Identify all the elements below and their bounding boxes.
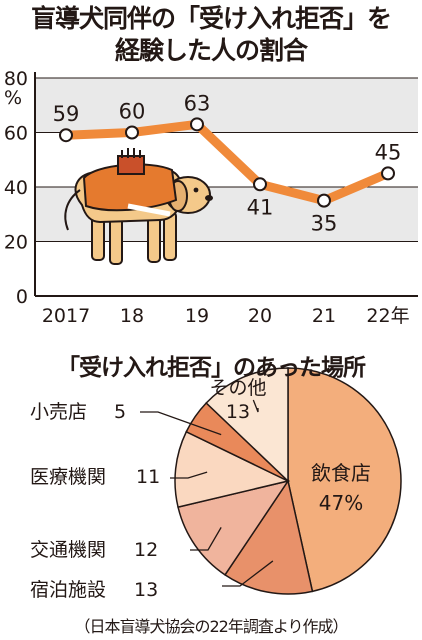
x-tick-label: 22年	[366, 305, 409, 327]
leader-line	[190, 527, 222, 551]
data-point	[125, 125, 139, 140]
pie-slice	[177, 479, 290, 576]
x-tick-label: 21	[312, 305, 336, 327]
chart-title-line1: 盲導犬同伴の「受け入れ拒否」を	[30, 4, 392, 33]
source-note: （日本盲導犬協会の22年調査より作成）	[74, 617, 348, 636]
pie-slice	[174, 430, 291, 509]
pie-slice	[287, 367, 402, 593]
y-axis-unit: %	[4, 87, 22, 109]
data-label: 63	[184, 91, 211, 115]
leader-line	[170, 471, 208, 479]
slice-value-label: 11	[136, 466, 160, 488]
data-point	[59, 128, 73, 143]
data-point	[190, 117, 204, 132]
y-tick-label: 60	[4, 123, 28, 145]
slice-category-label: 小売店	[30, 401, 87, 423]
slice-value-label: 47%	[319, 491, 363, 515]
grid-band	[35, 78, 418, 133]
x-tick-label: 2017	[42, 305, 90, 327]
data-point	[381, 166, 395, 181]
slice-label: 飲食店	[311, 461, 371, 485]
y-tick-label: 80	[4, 68, 28, 90]
x-tick-label: 18	[120, 305, 144, 327]
slice-value-label: 5	[114, 401, 126, 423]
pie-slice	[223, 479, 314, 595]
guide-dog-illustration	[64, 148, 213, 265]
slice-value-label: 13	[134, 579, 158, 601]
pie-chart-title: 「受け入れ拒否」のあった場所	[57, 355, 366, 381]
y-tick-label: 20	[4, 232, 28, 254]
series-line	[65, 119, 390, 206]
data-label: 45	[375, 140, 402, 164]
y-tick-label: 40	[4, 177, 28, 199]
leader-line	[140, 411, 222, 436]
slice-category-label: その他	[209, 377, 266, 399]
y-tick-label: 0	[16, 286, 28, 308]
data-point	[317, 193, 331, 208]
slice-value-label: 13	[226, 401, 250, 423]
data-label: 59	[53, 102, 80, 126]
data-label: 60	[119, 100, 146, 124]
dog-harness-coat	[82, 148, 178, 217]
pie-slice	[205, 367, 289, 483]
slice-category-label: 交通機関	[30, 539, 106, 561]
data-point	[253, 177, 267, 192]
data-label: 41	[247, 195, 274, 219]
slice-value-label: 12	[134, 539, 158, 561]
x-tick-label: 20	[248, 305, 272, 327]
leader-line	[222, 560, 274, 587]
data-label: 35	[311, 212, 338, 236]
leader-line	[252, 399, 259, 413]
slice-category-label: 医療機関	[30, 466, 106, 488]
x-tick-label: 19	[185, 305, 209, 327]
chart-title-line2: 経験した人の割合	[114, 36, 308, 65]
slice-category-label: 宿泊施設	[30, 579, 106, 601]
